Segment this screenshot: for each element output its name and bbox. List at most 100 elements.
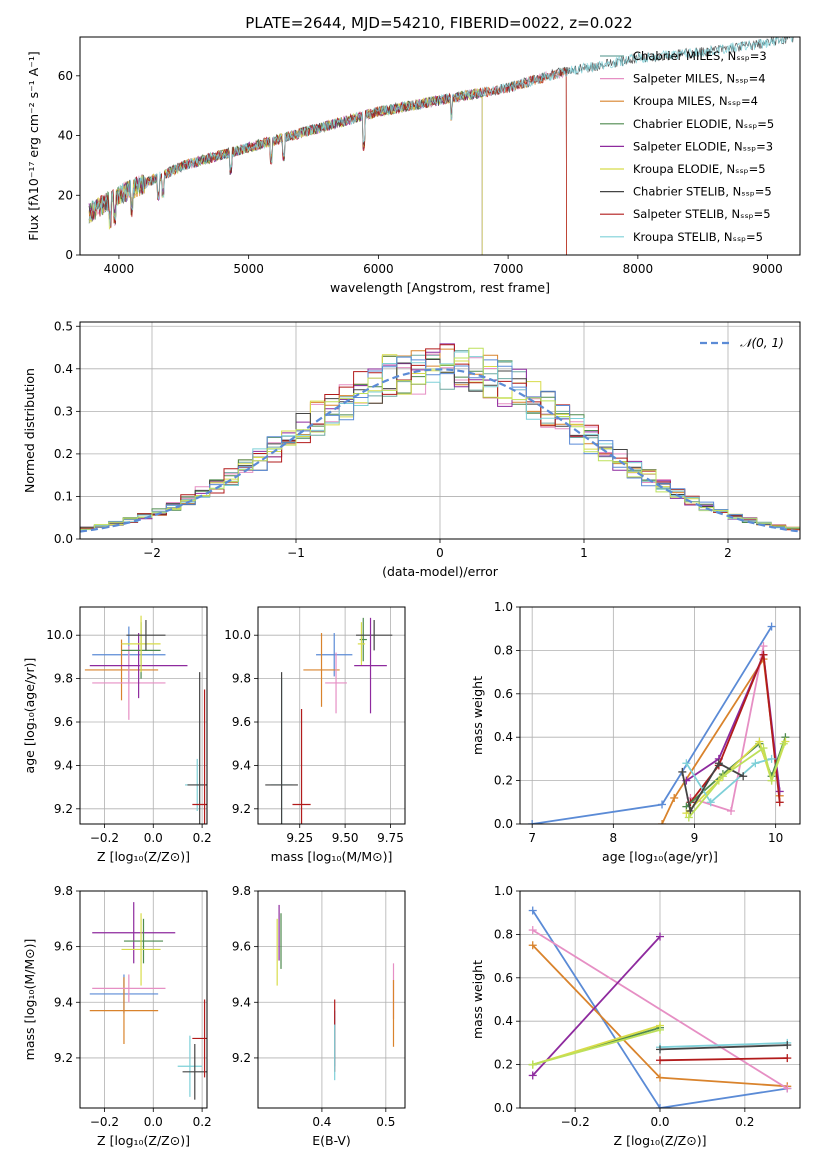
y-tick-label: 9.8 [54, 672, 73, 686]
y-axis-label: mass [log₁₀(M/M⊙)] [22, 939, 37, 1061]
y-tick-label: 0.1 [54, 489, 73, 503]
x-axis-label: age [log₁₀(age/yr)] [602, 849, 718, 864]
residuals-panel: −2 −1 0 1 2 0.0 0.1 0.2 0.3 0.4 0.5 (data-model)/er… [22, 319, 801, 579]
y-tick-label: 9.6 [54, 940, 73, 954]
x-tick-label: 0.0 [144, 1115, 163, 1129]
y-axis-label: Normed distribution [22, 368, 37, 493]
weight-line [685, 758, 772, 804]
legend-label: Chabrier STELIB, Nₛₛₚ=5 [633, 185, 772, 199]
y-tick-label: 0.2 [494, 774, 513, 788]
weight-marker [658, 820, 667, 824]
y-tick-label: 0.6 [494, 687, 513, 701]
errorbar-point [92, 646, 166, 720]
x-axis-label: Z [log₁₀(Z/Z⊙)] [97, 849, 190, 864]
weight-marker [759, 744, 768, 753]
errorbar-point [303, 633, 340, 707]
x-tick-label: 5000 [233, 262, 264, 276]
x-tick-label: 0.0 [650, 1115, 669, 1129]
x-tick-label: 9000 [752, 262, 783, 276]
y-tick-label: 40 [58, 129, 73, 143]
axes-frame [257, 606, 406, 825]
weight-marker [714, 759, 723, 768]
y-axis-label: Flux [fλ10⁻¹⁷ erg cm⁻² s⁻¹ A⁻¹] [26, 51, 41, 240]
legend-label: 𝒩(0, 1) [740, 336, 784, 350]
weight-marker [528, 926, 537, 935]
y-tick-label: 0.8 [494, 927, 513, 941]
x-axis-label: E(B-V) [312, 1133, 351, 1148]
y-axis-label: age [log₁₀(age/yr)] [22, 658, 37, 774]
weight-marker [528, 941, 537, 950]
errorbar-point [357, 622, 366, 666]
weight-marker [706, 798, 715, 807]
errorbar-point [92, 902, 176, 964]
legend-label: Salpeter MILES, Nₛₛₚ=4 [633, 72, 766, 86]
errorbar-point [356, 620, 393, 651]
x-tick-label: −1 [287, 546, 305, 560]
x-axis-label: Z [log₁₀(Z/Z⊙)] [614, 1133, 707, 1148]
weight-line [531, 910, 788, 1108]
weight-marker [678, 767, 687, 776]
y-tick-label: 9.4 [232, 995, 251, 1009]
x-tick-label: 7000 [493, 262, 524, 276]
spectrum-lines [88, 37, 794, 255]
x-tick-label: 0.4 [312, 1115, 331, 1129]
errorbar-point [182, 1044, 207, 1100]
weight-marker [775, 798, 784, 807]
errorbar-point [265, 672, 298, 824]
y-tick-label: 9.4 [232, 758, 251, 772]
x-tick-label: 8 [610, 831, 618, 845]
errorbars [89, 902, 207, 1100]
errorbar-point [121, 913, 161, 986]
y-tick-label: 10.0 [224, 628, 251, 642]
legend-label: Chabrier MILES, Nₛₛₚ=3 [633, 49, 767, 63]
weight-marker [528, 1071, 537, 1080]
weight-marker [656, 1104, 664, 1108]
age-vs-mass-panel: 9.25 9.50 9.75 9.2 9.4 9.6 9.8 10.0 mass [log₁₀(… [224, 606, 406, 864]
x-tick-label: 10 [768, 831, 783, 845]
weight-line [659, 1057, 788, 1062]
y-tick-label: 9.2 [54, 1051, 73, 1065]
errorbar-point [354, 617, 387, 714]
errorbar-point [325, 652, 347, 714]
x-axis-label: wavelength [Angstrom, rest frame] [330, 280, 550, 295]
x-tick-label: 6000 [363, 262, 394, 276]
errorbars [276, 904, 395, 1081]
y-tick-label: 10.0 [46, 628, 73, 642]
legend-label: Chabrier ELODIE, Nₛₛₚ=5 [633, 117, 774, 131]
y-tick-label: 0.0 [54, 532, 73, 546]
x-tick-label: 0.2 [193, 831, 212, 845]
errorbar-point [177, 1035, 203, 1097]
y-tick-label: 9.4 [54, 758, 73, 772]
legend-label: Salpeter ELODIE, Nₛₛₚ=3 [633, 139, 773, 153]
x-tick-label: −0.2 [561, 1115, 590, 1129]
x-tick-label: 9.25 [286, 831, 313, 845]
weight-marker [775, 787, 784, 796]
y-tick-label: 9.2 [232, 802, 251, 816]
weight-marker [718, 772, 727, 781]
x-tick-label: 4000 [104, 262, 135, 276]
y-tick-label: 9.6 [54, 715, 73, 729]
y-axis-label: mass weight [470, 960, 485, 1039]
weight-marker [783, 1041, 792, 1050]
weight-marker [751, 759, 760, 768]
axes-frame [519, 606, 801, 825]
gaussian-curve [80, 368, 800, 533]
weight-marker [759, 650, 768, 659]
figure-title: PLATE=2644, MJD=54210, FIBERID=0022, z=0… [245, 14, 632, 32]
weight-line [689, 654, 781, 803]
weight-line [659, 1042, 788, 1049]
x-tick-label: 0.0 [144, 831, 163, 845]
weight-line [532, 935, 661, 1077]
errorbar-point [123, 918, 164, 964]
errorbars [265, 617, 393, 824]
y-tick-label: 0.0 [494, 817, 513, 831]
x-axis-label: (data-model)/error [382, 564, 499, 579]
y-tick-label: 0.4 [494, 730, 513, 744]
mass-vs-Z-panel: −0.2 0.0 0.2 9.2 9.4 9.6 9.8 Z [log₁₀(Z/Z⊙)] mas… [22, 884, 212, 1148]
weight-marker [682, 759, 691, 768]
spectrum-legend: Chabrier MILES, Nₛₛₚ=3 Salpeter MILES, Nₛ… [600, 49, 774, 244]
y-tick-label: 9.2 [54, 802, 73, 816]
y-tick-label: 9.8 [232, 672, 251, 686]
axes-frame [79, 890, 208, 1109]
errorbar-point [121, 615, 161, 673]
